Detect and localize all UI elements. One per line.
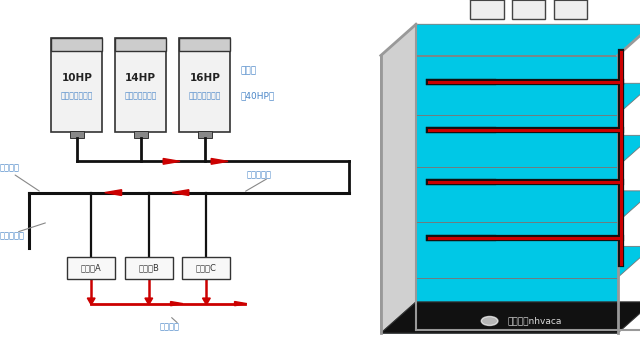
Polygon shape <box>145 298 153 305</box>
Polygon shape <box>87 298 95 305</box>
Bar <box>115 38 166 51</box>
Polygon shape <box>381 56 618 115</box>
Bar <box>179 38 230 51</box>
FancyBboxPatch shape <box>67 257 115 279</box>
Text: 从机（地址２）: 从机（地址２） <box>61 91 93 100</box>
FancyBboxPatch shape <box>125 257 173 279</box>
Polygon shape <box>163 159 180 164</box>
Bar <box>134 131 148 138</box>
Text: 内机分岐管: 内机分岐管 <box>0 231 25 240</box>
Text: 10HP: 10HP <box>61 73 92 83</box>
FancyBboxPatch shape <box>51 38 102 132</box>
Text: 冷媒配管: 冷媒配管 <box>0 164 20 173</box>
Circle shape <box>481 316 498 325</box>
Text: 外机分岐管: 外机分岐管 <box>246 171 271 180</box>
Polygon shape <box>381 24 640 56</box>
Text: 14HP: 14HP <box>125 73 156 83</box>
Text: （40HP）: （40HP） <box>240 91 275 100</box>
FancyBboxPatch shape <box>182 257 230 279</box>
Text: 主机（地址０）: 主机（地址０） <box>189 91 221 100</box>
FancyBboxPatch shape <box>512 0 545 19</box>
FancyBboxPatch shape <box>179 38 230 132</box>
Text: 冷凝水管: 冷凝水管 <box>159 322 180 331</box>
Polygon shape <box>381 135 640 167</box>
Bar <box>198 131 212 138</box>
Polygon shape <box>381 115 618 167</box>
Polygon shape <box>172 190 189 195</box>
FancyBboxPatch shape <box>115 38 166 132</box>
Polygon shape <box>381 167 618 222</box>
Bar <box>51 38 102 51</box>
Polygon shape <box>234 302 247 306</box>
FancyBboxPatch shape <box>470 0 504 19</box>
Polygon shape <box>202 298 211 305</box>
Text: 室外机: 室外机 <box>240 67 256 76</box>
Text: 从机（地址１）: 从机（地址１） <box>125 91 157 100</box>
Polygon shape <box>381 246 640 278</box>
Text: 室内机B: 室内机B <box>138 264 159 272</box>
Text: 微信号：nhvaca: 微信号：nhvaca <box>508 316 561 325</box>
FancyBboxPatch shape <box>554 0 587 19</box>
Polygon shape <box>381 222 618 278</box>
Polygon shape <box>381 278 618 333</box>
Polygon shape <box>381 83 640 115</box>
Bar <box>70 131 84 138</box>
Polygon shape <box>170 302 183 306</box>
Polygon shape <box>381 302 640 333</box>
Text: 室内机A: 室内机A <box>81 264 102 272</box>
Polygon shape <box>381 24 416 333</box>
Text: 16HP: 16HP <box>189 73 220 83</box>
Polygon shape <box>211 159 228 164</box>
Polygon shape <box>105 190 122 195</box>
Text: 室内机C: 室内机C <box>196 264 217 272</box>
Polygon shape <box>381 191 640 222</box>
